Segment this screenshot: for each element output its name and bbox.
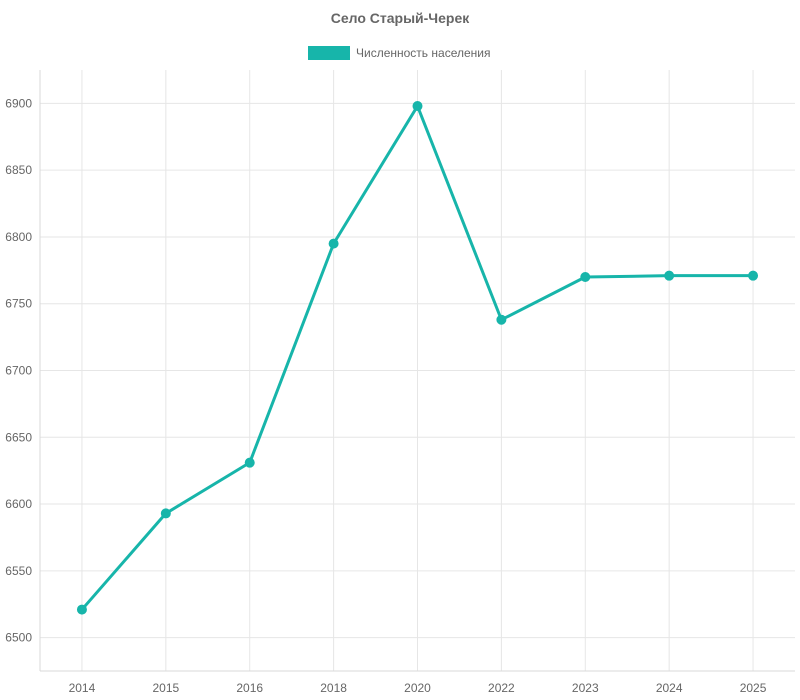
x-axis-ticks: 2014 2015 2016 2018 2020 2022 2023 2024 2025 bbox=[69, 681, 767, 695]
x-tick-label: 2022 bbox=[488, 681, 515, 695]
y-tick-label: 6500 bbox=[5, 631, 32, 645]
data-point[interactable] bbox=[748, 270, 759, 281]
chart-title: Село Старый-Черек bbox=[331, 10, 471, 26]
legend[interactable]: Численность населения bbox=[308, 46, 490, 60]
x-tick-label: 2016 bbox=[236, 681, 263, 695]
axes bbox=[39, 70, 795, 672]
x-tick-label: 2025 bbox=[740, 681, 767, 695]
data-point[interactable] bbox=[244, 457, 255, 468]
grid bbox=[40, 70, 795, 671]
data-point[interactable] bbox=[76, 604, 87, 615]
data-point[interactable] bbox=[412, 101, 423, 112]
y-tick-label: 6700 bbox=[5, 364, 32, 378]
x-tick-label: 2014 bbox=[69, 681, 96, 695]
data-points bbox=[76, 101, 759, 615]
y-tick-label: 6600 bbox=[5, 497, 32, 511]
y-tick-label: 6550 bbox=[5, 564, 32, 578]
x-tick-label: 2020 bbox=[404, 681, 431, 695]
data-point[interactable] bbox=[496, 314, 507, 325]
x-tick-label: 2015 bbox=[152, 681, 179, 695]
x-tick-label: 2023 bbox=[572, 681, 599, 695]
y-tick-label: 6650 bbox=[5, 430, 32, 444]
data-point[interactable] bbox=[328, 238, 339, 249]
x-tick-label: 2018 bbox=[320, 681, 347, 695]
y-tick-label: 6800 bbox=[5, 230, 32, 244]
y-tick-label: 6850 bbox=[5, 163, 32, 177]
legend-swatch bbox=[308, 46, 350, 60]
y-tick-label: 6900 bbox=[5, 96, 32, 110]
y-axis-ticks: 6500 6550 6600 6650 6700 6750 6800 6850 6900 bbox=[5, 96, 32, 644]
data-point[interactable] bbox=[664, 270, 675, 281]
data-point[interactable] bbox=[580, 272, 591, 283]
x-tick-label: 2024 bbox=[656, 681, 683, 695]
legend-label: Численность населения bbox=[356, 46, 490, 60]
data-point[interactable] bbox=[160, 508, 171, 519]
y-tick-label: 6750 bbox=[5, 297, 32, 311]
